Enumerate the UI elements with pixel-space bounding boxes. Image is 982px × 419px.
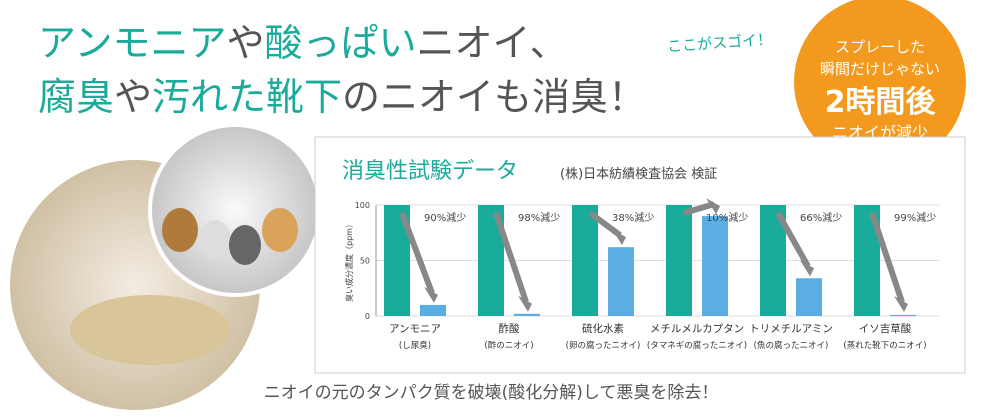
arrow-shaft — [775, 211, 811, 268]
pet — [229, 225, 261, 265]
x-tick-label: 硫化水素 — [582, 322, 624, 335]
y-axis-label: 臭い成分濃度（ppm） — [344, 220, 354, 302]
x-tick-label: アンモニア — [389, 323, 441, 335]
arrow-shaft — [493, 212, 529, 303]
bar — [608, 247, 634, 316]
badge-text: 瞬間だけじゃない — [820, 60, 940, 78]
callout: ここがスゴイ！ — [667, 30, 773, 55]
x-tick-sublabel: (酢のニオイ) — [484, 340, 533, 351]
badge — [794, 0, 966, 168]
arrow-head — [424, 286, 438, 303]
annotation: 66%減少 — [800, 211, 842, 224]
y-tick-label: 100 — [355, 201, 370, 210]
x-tick-label: トリメチルアミン — [749, 323, 833, 335]
badge-big: 2時間後 — [825, 85, 937, 120]
headline-text: のニオイも消臭！ — [342, 75, 646, 119]
pet — [162, 208, 198, 252]
bar — [796, 278, 822, 316]
x-tick-sublabel: (魚の腐ったニオイ) — [754, 340, 829, 351]
headline-text: アンモニア — [38, 21, 226, 65]
bar — [514, 313, 540, 316]
arrow-shaft — [869, 212, 905, 303]
footer: ニオイの元のタンパク質を破壊(酸化分解)して悪臭を除去！ — [264, 383, 719, 403]
arrow-head — [612, 229, 626, 246]
annotation: 99%減少 — [894, 211, 936, 224]
annotation: 10%減少 — [706, 211, 748, 224]
x-tick-sublabel: (蒸れた靴下のニオイ) — [843, 340, 926, 351]
pet — [199, 220, 231, 260]
arrow-head — [706, 198, 720, 215]
arrow-head — [518, 295, 532, 312]
headline-text: や — [114, 75, 152, 119]
bar — [572, 205, 598, 316]
arrow-shaft — [399, 211, 435, 294]
y-tick-label: 0 — [365, 312, 370, 321]
bar — [420, 304, 446, 316]
x-tick-label: イソ吉草酸 — [859, 322, 912, 335]
x-tick-sublabel: (し尿臭) — [399, 340, 431, 351]
arrow-head — [894, 296, 908, 312]
x-tick-sublabel: (卵の腐ったニオイ) — [566, 340, 641, 351]
headline-line1: アンモニアや酸っぱいニオイ、 — [38, 21, 568, 65]
y-tick-label: 50 — [360, 257, 370, 266]
headline-text: 汚れた靴下 — [152, 75, 342, 119]
annotation: 38%減少 — [612, 211, 654, 224]
chart-subtitle: (株)日本紡績検査協会 検証 — [560, 167, 717, 182]
bar — [702, 216, 728, 316]
headline-text: 腐臭 — [38, 75, 114, 119]
annotation: 90%減少 — [424, 211, 466, 224]
annotation: 98%減少 — [518, 211, 560, 224]
arrow-head — [800, 260, 814, 277]
headline-line2: 腐臭や汚れた靴下のニオイも消臭！ — [38, 75, 646, 119]
badge-text: スプレーした — [835, 38, 925, 56]
pet — [262, 208, 298, 252]
cushion — [70, 295, 230, 365]
arrow-shaft — [683, 201, 715, 216]
headline-text: ニオイ、 — [417, 21, 568, 65]
x-tick-label: メチルメルカプタン — [650, 323, 744, 335]
bar — [890, 314, 916, 316]
headline-text: や — [226, 21, 264, 65]
x-tick-sublabel: (タマネギの腐ったニオイ) — [647, 340, 747, 351]
x-tick-label: 酢酸 — [499, 322, 520, 335]
bar — [666, 205, 692, 316]
chart-title: 消臭性試験データ — [342, 159, 518, 184]
headline-text: 酸っぱい — [265, 21, 417, 65]
